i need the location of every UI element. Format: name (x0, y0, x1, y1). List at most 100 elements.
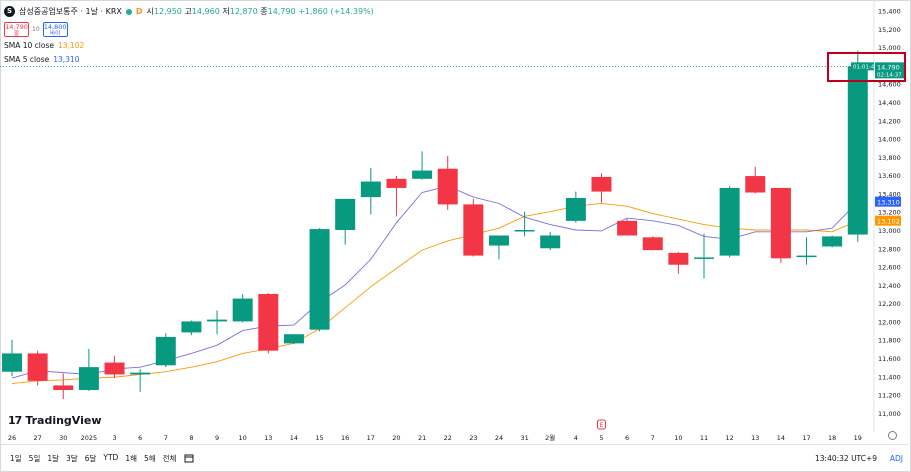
candle-body (335, 198, 356, 230)
candle-body (796, 255, 817, 258)
range-5y[interactable]: 5해 (143, 453, 156, 463)
x-tick-label: 31 (520, 434, 528, 442)
chart-legend: S 삼성중공업보통주 · 1날 · KRX D 시12,950 고14,960 … (4, 6, 374, 65)
x-tick-label: 5 (599, 434, 603, 442)
x-tick-label: 3 (112, 434, 116, 442)
y-tick-label: 11,600 (878, 355, 901, 363)
x-tick-label: 4 (574, 434, 578, 442)
x-tick-label: 12 (725, 434, 733, 442)
y-tick-label: 11,200 (878, 392, 901, 400)
x-tick-label: 21 (418, 434, 426, 442)
candle-body (488, 235, 509, 246)
candle-body (283, 334, 304, 344)
y-tick-label: 14,600 (878, 81, 901, 89)
symbol-logo-icon: S (4, 6, 15, 17)
x-tick-label: 15 (315, 434, 323, 442)
candle-body (847, 66, 868, 235)
range-all[interactable]: 전체 (162, 453, 177, 463)
earnings-marker: E (600, 422, 604, 429)
y-tick-label: 12,600 (878, 264, 901, 272)
indicator-sma5[interactable]: SMA 5 close 13,310 (4, 55, 80, 64)
range-6m[interactable]: 6달 (84, 453, 97, 463)
x-tick-label: 18 (828, 434, 836, 442)
calendar-icon[interactable] (184, 453, 194, 463)
candle-body (463, 204, 484, 256)
candle-body (258, 294, 279, 351)
quote-panel: 14,790 팔 10 14,800 바이 (4, 22, 374, 37)
candle-body (822, 236, 843, 247)
range-1y[interactable]: 1해 (125, 453, 137, 463)
adj-toggle[interactable]: ADJ (889, 454, 903, 463)
x-tick-label: 27 (33, 434, 41, 442)
sma10-axis-tag: 13,102 (877, 218, 900, 226)
candle-body (2, 353, 22, 372)
indicator-sma10[interactable]: SMA 10 close 13,102 (4, 41, 85, 50)
symbol-title[interactable]: 삼성중공업보통주 · 1날 · KRX (19, 7, 122, 16)
tradingview-logo-text: TradingView (25, 414, 102, 427)
market-status-icon (125, 8, 132, 15)
candle-body (745, 176, 766, 193)
x-tick-label: 23 (469, 434, 477, 442)
x-tick-label: 17 (367, 434, 375, 442)
high-value: 14,960 (191, 7, 220, 16)
candle-body (207, 319, 228, 322)
highlight-annotation (827, 52, 906, 82)
tradingview-logo[interactable]: 17 TradingView (8, 414, 102, 427)
low-value: 12,870 (229, 7, 258, 16)
sma10-axis-tag-bg (875, 215, 901, 226)
last-price-bg (875, 62, 905, 79)
y-tick-label: 11,000 (878, 410, 901, 418)
x-tick-label: 30 (59, 434, 67, 442)
candle-body (514, 230, 535, 232)
candle-body (27, 353, 48, 381)
x-tick-label: 22 (444, 434, 452, 442)
candle-body (770, 187, 791, 259)
y-tick-label: 15,400 (878, 8, 901, 16)
last-price-label: 14,790 (877, 63, 900, 71)
buy-button[interactable]: 14,800 바이 (42, 22, 68, 37)
x-tick-label: 26 (8, 434, 16, 442)
candle-body (565, 198, 586, 221)
candle-body (617, 220, 638, 236)
range-1d[interactable]: 1일 (10, 453, 22, 463)
candle-body (130, 372, 151, 375)
x-tick-label: 14 (290, 434, 298, 442)
candle-body (591, 176, 612, 192)
x-tick-label: 13 (751, 434, 759, 442)
y-tick-label: 14,200 (878, 117, 901, 125)
ohlc-values: 시12,950 고14,960 저12,870 종14,790 +1,860 (… (146, 7, 374, 16)
y-tick-label: 13,000 (878, 227, 901, 235)
y-tick-label: 11,400 (878, 373, 901, 381)
x-tick-label: 17 (802, 434, 810, 442)
candle-body (78, 367, 99, 390)
y-tick-label: 13,600 (878, 172, 901, 180)
candle-body (360, 181, 381, 198)
x-tick-label: 2월 (545, 433, 555, 442)
candle-body (53, 385, 74, 390)
candle-body (642, 237, 663, 251)
candle-body (104, 362, 125, 375)
range-3m[interactable]: 3달 (66, 453, 78, 463)
candle-body (437, 168, 458, 205)
x-tick-label: 2025 (81, 434, 98, 442)
spread-value: 10 (32, 26, 40, 33)
sma10-line (11, 203, 858, 385)
clock-display[interactable]: 13:40:32 UTC+9 (815, 454, 877, 463)
x-tick-label: 7 (164, 434, 168, 442)
bottom-toolbar: 1일 5일 1달 3달 6달 YTD 1해 5해 전체 13:40:32 UTC… (0, 444, 911, 471)
candle-body (155, 336, 176, 366)
sell-button[interactable]: 14,790 팔 (4, 22, 29, 37)
dividend-badge[interactable]: D (135, 7, 143, 16)
candlestick-chart[interactable]: 11,000 11,200 11,400 11,600 11,800 12,000 12,2… (0, 0, 911, 444)
x-tick-label: 10 (674, 434, 682, 442)
range-5d[interactable]: 5일 (28, 453, 41, 463)
range-ytd[interactable]: YTD (103, 452, 119, 462)
settings-gear-icon[interactable] (888, 431, 897, 440)
x-tick-label: 19 (854, 434, 862, 442)
candle-body (540, 235, 561, 249)
y-tick-label: 13,400 (878, 190, 901, 198)
close-value: 14,790 (267, 7, 296, 16)
y-tick-label: 15,200 (878, 26, 901, 34)
range-1m[interactable]: 1달 (47, 453, 60, 463)
price-time-label: 01:01:40 (853, 64, 878, 70)
